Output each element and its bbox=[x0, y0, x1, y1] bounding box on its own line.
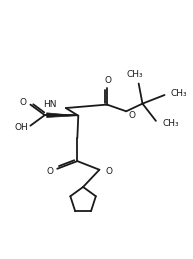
Text: CH₃: CH₃ bbox=[126, 70, 143, 79]
Text: O: O bbox=[104, 76, 112, 85]
Text: CH₃: CH₃ bbox=[171, 89, 187, 98]
Text: O: O bbox=[46, 167, 53, 176]
Text: O: O bbox=[129, 111, 136, 120]
Text: O: O bbox=[106, 167, 113, 176]
Polygon shape bbox=[47, 113, 78, 117]
Text: HN: HN bbox=[43, 100, 57, 109]
Text: CH₃: CH₃ bbox=[163, 119, 179, 128]
Text: O: O bbox=[20, 98, 27, 107]
Text: OH: OH bbox=[14, 123, 28, 132]
